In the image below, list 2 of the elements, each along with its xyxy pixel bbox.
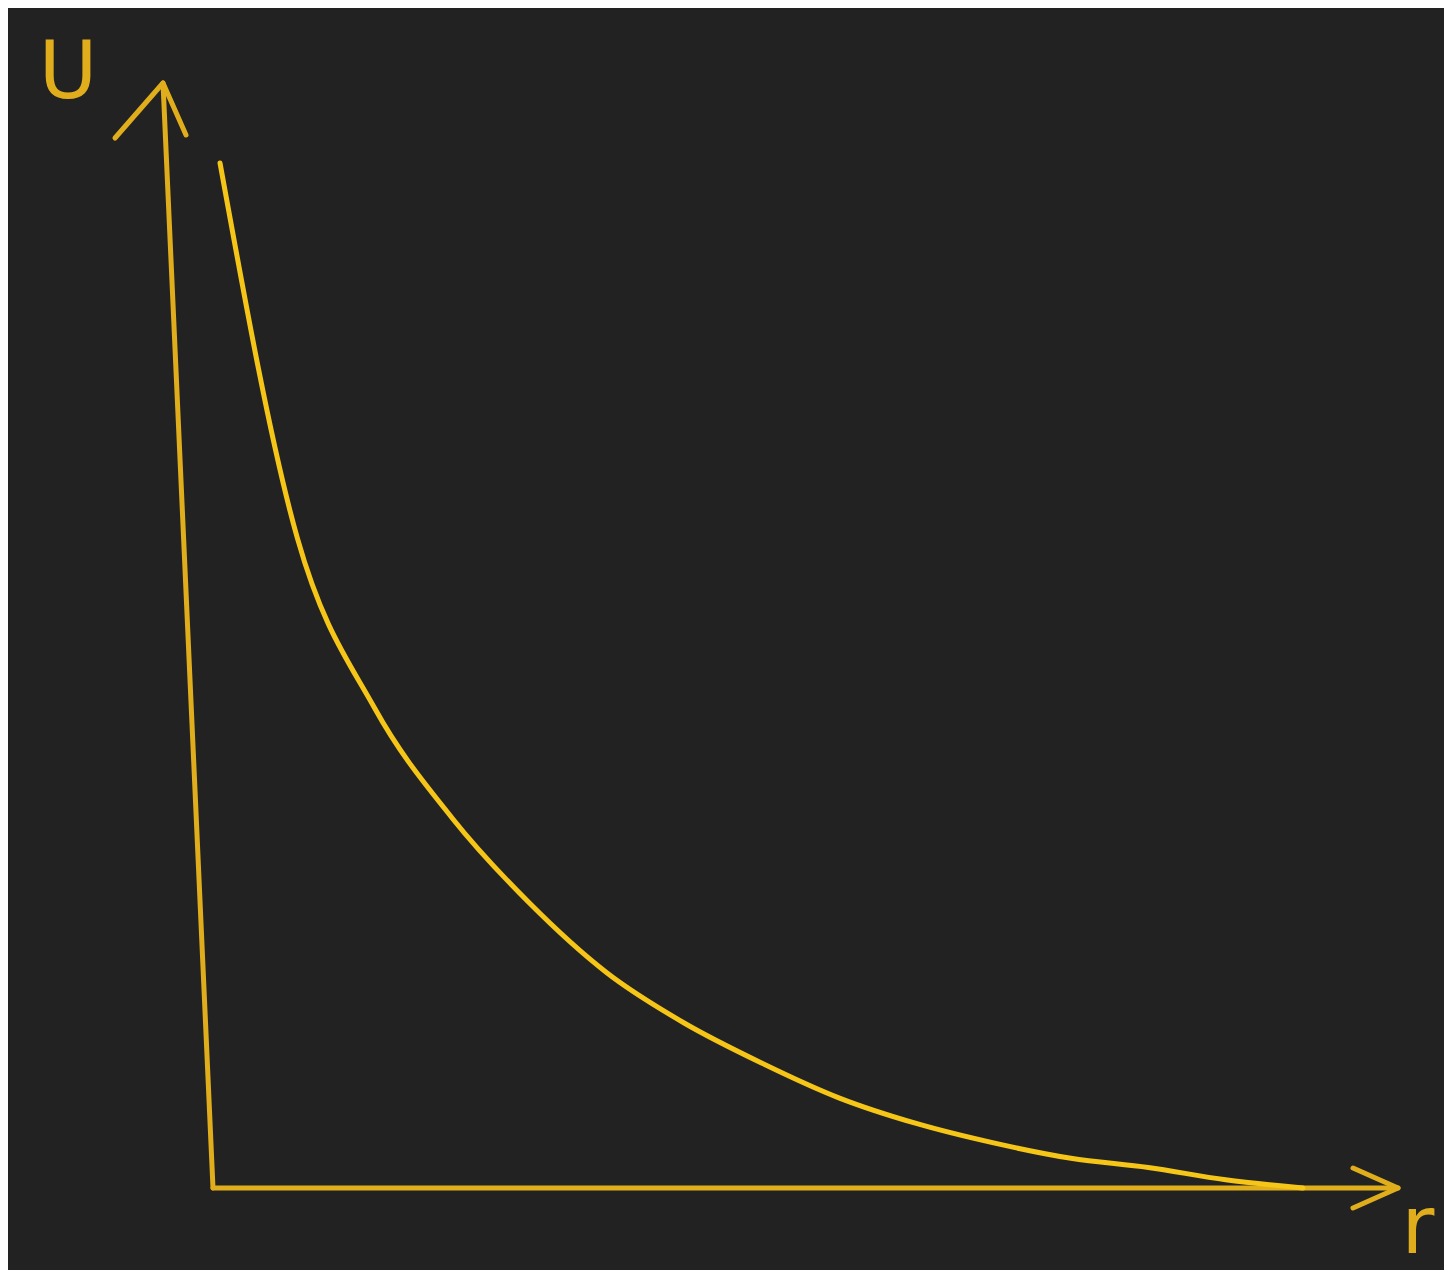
x-axis-title: r xyxy=(1401,1179,1435,1272)
y-axis-title: U xyxy=(38,24,98,117)
